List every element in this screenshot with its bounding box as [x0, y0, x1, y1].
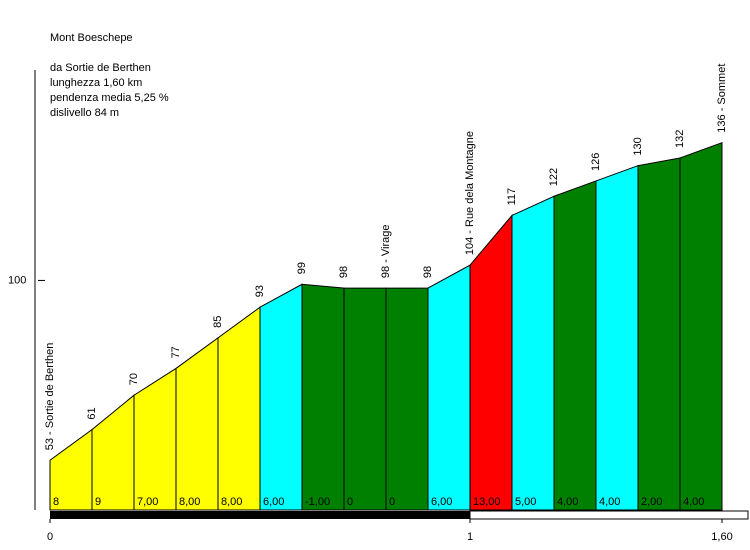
gradient-label: 8,00 — [221, 496, 242, 508]
altitude-label: 136 - Sommet — [716, 64, 728, 133]
profile-segment — [679, 141, 723, 511]
chart-title: Mont Boeschepe — [50, 32, 133, 44]
gradient-label: 5,00 — [515, 496, 536, 508]
altitude-label: 77 — [170, 346, 182, 358]
profile-segment — [259, 283, 303, 511]
altitude-label: 117 — [506, 188, 518, 206]
info-line: dislivello 84 m — [50, 107, 119, 119]
profile-segment — [385, 287, 429, 511]
altitude-label: 53 - Sortie de Berthen — [44, 343, 56, 451]
altitude-label: 99 — [296, 262, 308, 274]
gradient-label: 9 — [95, 496, 101, 508]
altitude-label: 104 - Rue dela Montagne — [464, 131, 476, 255]
gradient-label: 6,00 — [431, 496, 452, 508]
gradient-label: 7,00 — [137, 496, 158, 508]
altitude-label: 130 — [632, 137, 644, 155]
altitude-label: 98 - Virage — [380, 224, 392, 278]
gradient-label: -1,00 — [305, 496, 330, 508]
gradient-label: 4,00 — [683, 496, 704, 508]
profile-segment — [301, 283, 345, 511]
gradient-label: 4,00 — [557, 496, 578, 508]
gradient-label: 2,00 — [641, 496, 662, 508]
altitude-label: 98 — [338, 266, 350, 278]
info-line: lunghezza 1,60 km — [50, 77, 142, 89]
distance-bar-empty — [469, 510, 749, 520]
altitude-label: 61 — [86, 407, 98, 419]
profile-segment — [637, 157, 681, 511]
x-tick-label: 0 — [47, 531, 53, 543]
altitude-label: 132 — [674, 130, 686, 148]
gradient-label: 0 — [389, 496, 395, 508]
gradient-label: 8 — [53, 496, 59, 508]
altitude-label: 93 — [254, 285, 266, 297]
x-tick-label: 1 — [467, 531, 473, 543]
altitude-label: 126 — [590, 153, 602, 171]
profile-segment — [217, 306, 261, 511]
profile-segment — [427, 264, 471, 511]
info-line: pendenza media 5,25 % — [50, 92, 169, 104]
y-tick-label: 100 — [8, 274, 26, 286]
profile-segment — [175, 336, 219, 511]
altitude-label: 122 — [548, 168, 560, 186]
info-line: da Sortie de Berthen — [50, 62, 151, 74]
gradient-label: 6,00 — [263, 496, 284, 508]
distance-bar-filled — [50, 511, 470, 519]
profile-segment — [469, 214, 513, 511]
gradient-label: 8,00 — [179, 496, 200, 508]
profile-segment — [595, 164, 639, 511]
gradient-label: 13,00 — [473, 496, 501, 508]
gradient-label: 0 — [347, 496, 353, 508]
gradient-label: 4,00 — [599, 496, 620, 508]
altitude-label: 85 — [212, 316, 224, 328]
profile-segment — [511, 195, 555, 511]
altitude-label: 98 — [422, 266, 434, 278]
profile-segment — [553, 180, 597, 511]
profile-segment — [343, 287, 387, 511]
x-tick-label: 1,60 — [711, 531, 732, 543]
altitude-label: 70 — [128, 373, 140, 385]
